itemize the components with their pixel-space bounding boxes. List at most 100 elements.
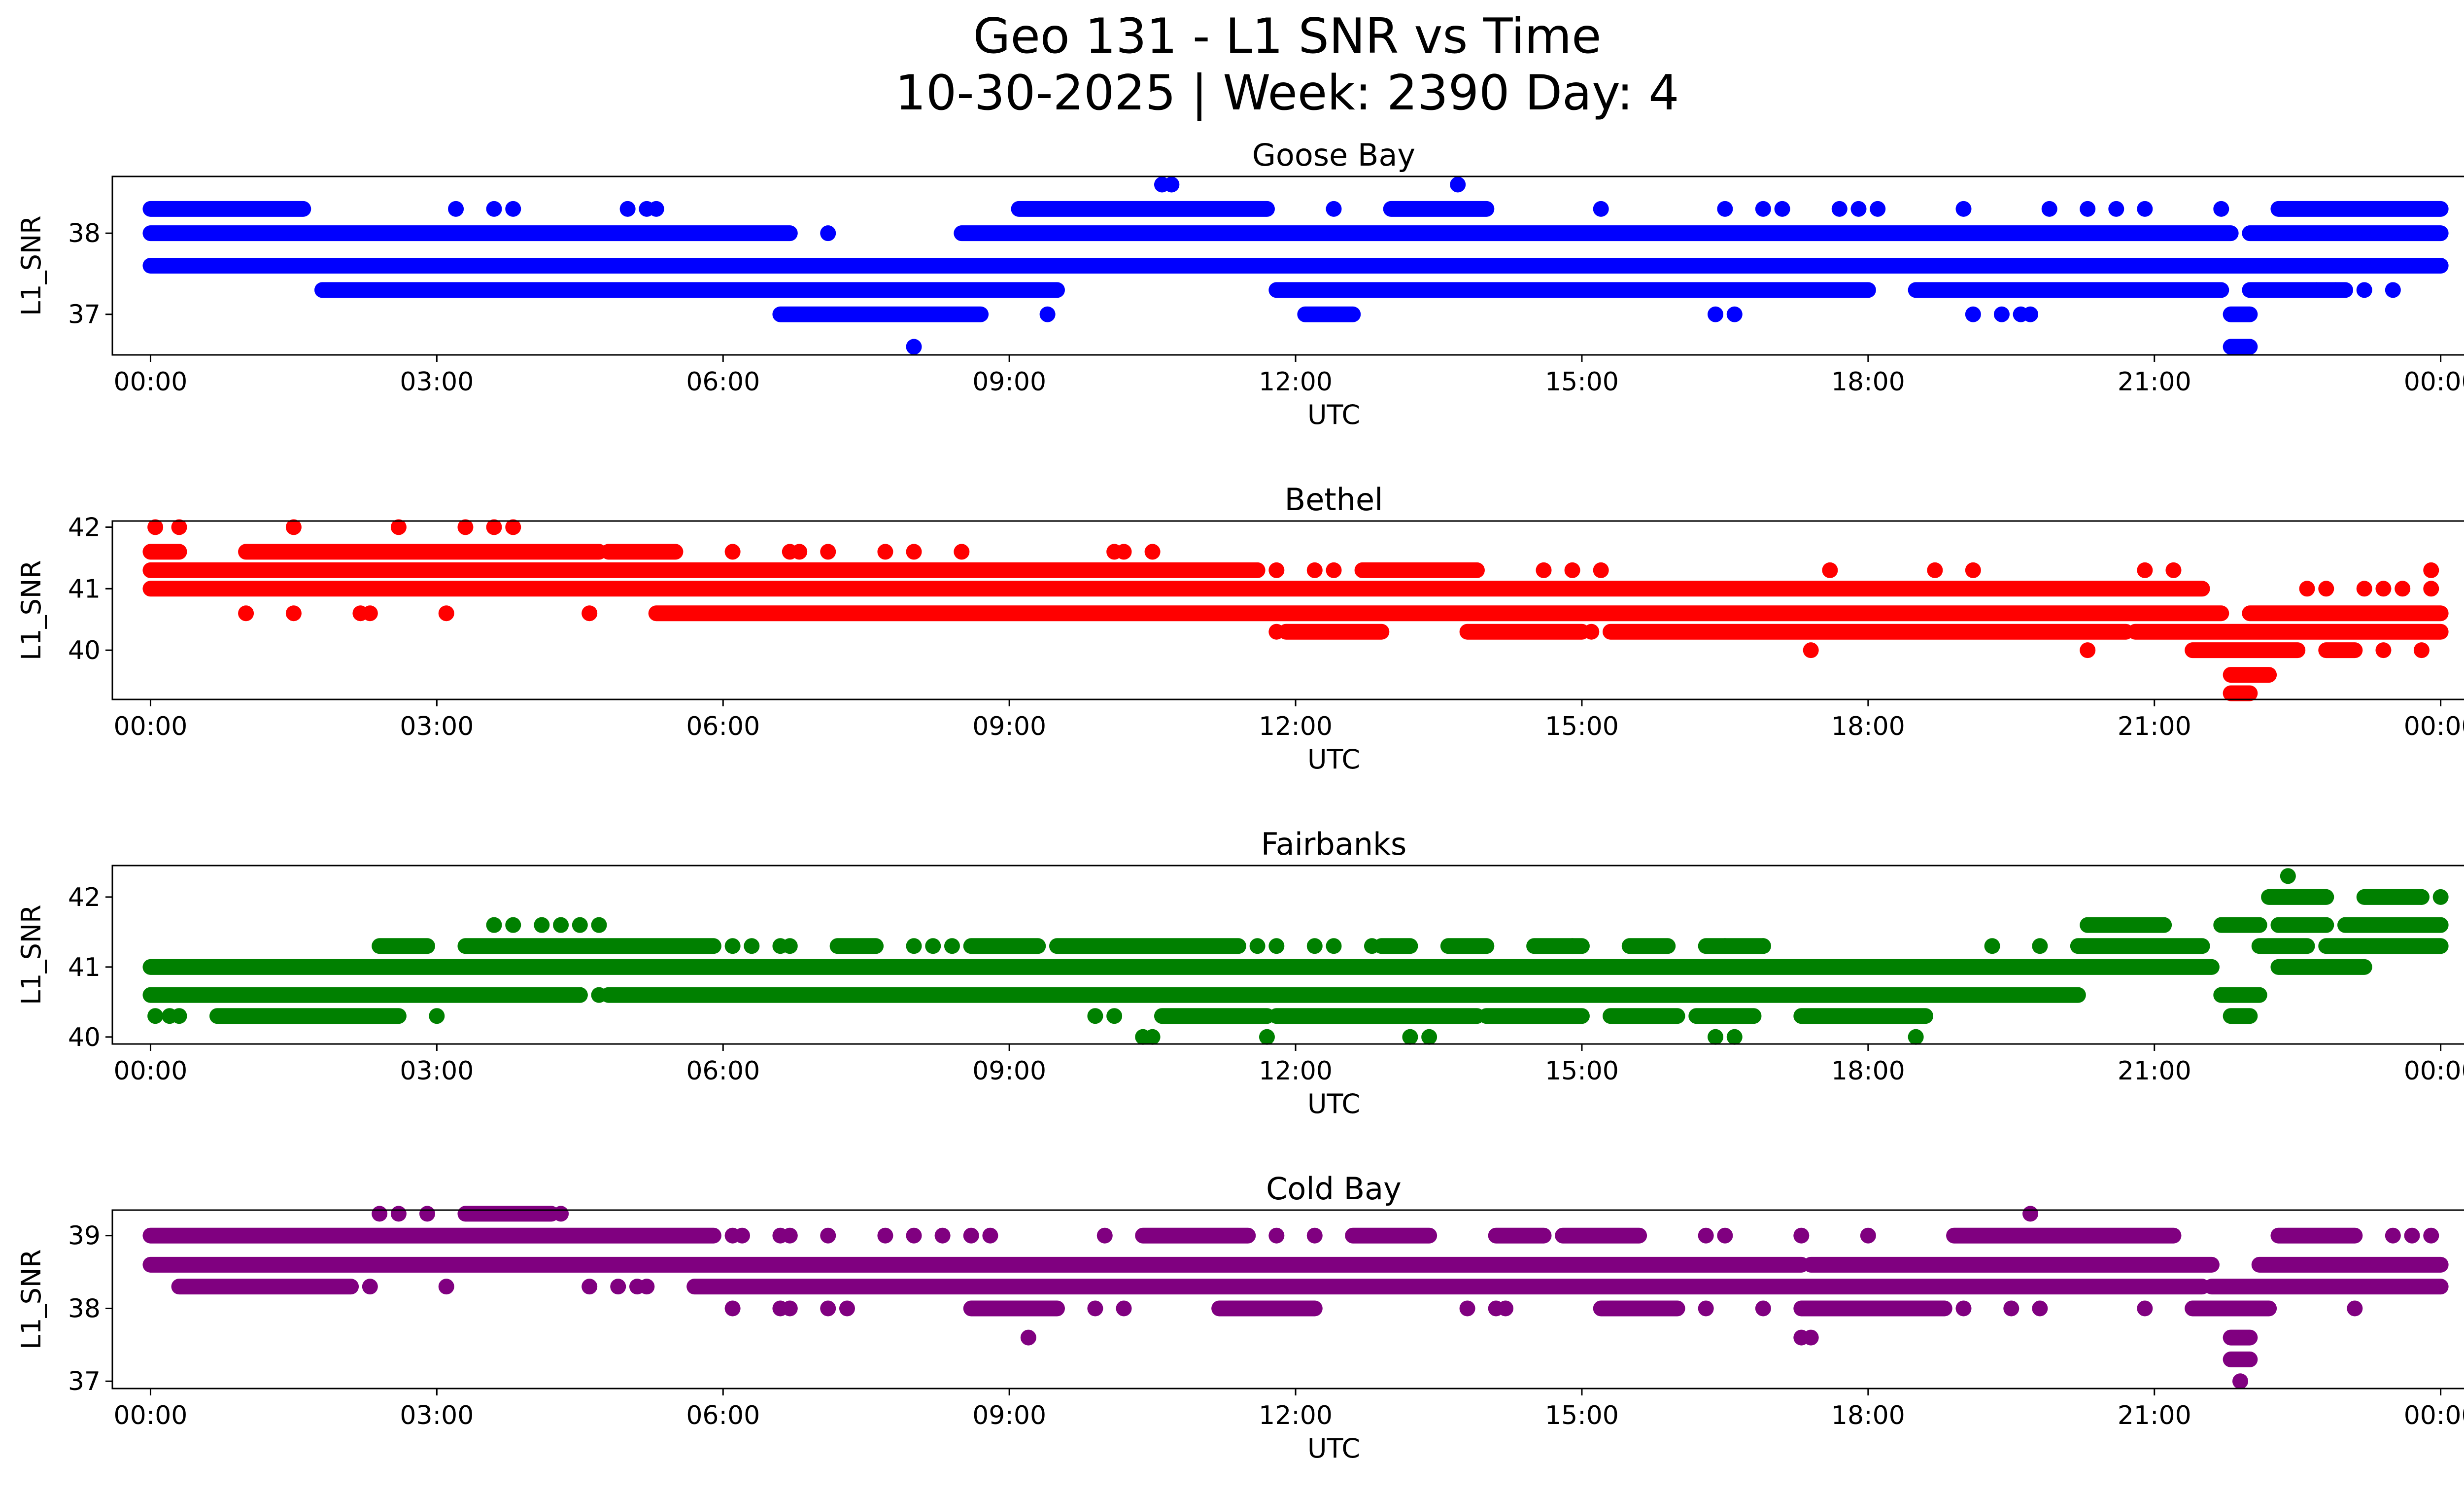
snr-band-3-11 bbox=[2251, 938, 2315, 954]
snr-point-15 bbox=[1116, 544, 1132, 560]
snr-band-2-0 bbox=[142, 1227, 721, 1244]
snr-point-4 bbox=[1087, 1008, 1103, 1024]
snr-point-5 bbox=[1020, 1329, 1036, 1346]
snr-point-2 bbox=[285, 519, 302, 535]
snr-point-3 bbox=[553, 1206, 569, 1222]
snr-band-4-0 bbox=[1278, 624, 1390, 640]
snr-point-19 bbox=[591, 917, 607, 933]
x-tick-label-1: 03:00 bbox=[400, 712, 474, 741]
plot-frame bbox=[111, 175, 2464, 356]
snr-point-3 bbox=[390, 519, 407, 535]
snr-point-16 bbox=[734, 1227, 750, 1244]
snr-band-2-6 bbox=[1793, 1008, 1934, 1024]
snr-band-3-0 bbox=[372, 938, 435, 954]
snr-point-23 bbox=[1268, 562, 1285, 578]
x-tick-label-3: 09:00 bbox=[972, 1056, 1046, 1086]
snr-point-18 bbox=[782, 1227, 798, 1244]
snr-band-1-0 bbox=[142, 562, 1266, 578]
snr-band-0-0 bbox=[142, 581, 2210, 597]
snr-point-1 bbox=[390, 1206, 407, 1222]
snr-point-32 bbox=[2308, 282, 2325, 298]
snr-band-1-0 bbox=[142, 225, 798, 242]
snr-point-33 bbox=[1717, 938, 1733, 954]
snr-point-16 bbox=[1831, 201, 1848, 217]
snr-band-6-0 bbox=[2223, 1351, 2258, 1367]
snr-point-31 bbox=[1860, 1227, 1876, 1244]
y-tick-label-0: 37 bbox=[68, 300, 101, 330]
snr-band-3-0 bbox=[314, 282, 1065, 298]
snr-point-20 bbox=[2041, 201, 2057, 217]
snr-point-33 bbox=[2404, 1227, 2420, 1244]
snr-band-3-7 bbox=[1526, 938, 1590, 954]
snr-point-37 bbox=[2280, 868, 2296, 884]
snr-point-19 bbox=[820, 1227, 836, 1244]
snr-point-39 bbox=[2432, 889, 2449, 905]
y-tick-label-1: 38 bbox=[68, 219, 101, 248]
snr-band-1-1 bbox=[1354, 562, 1485, 578]
snr-point-32 bbox=[2385, 1227, 2401, 1244]
snr-band-4-1 bbox=[1459, 624, 1590, 640]
snr-point-7 bbox=[619, 201, 636, 217]
plot-frame bbox=[111, 520, 2464, 700]
snr-point-22 bbox=[2108, 201, 2124, 217]
y-axis-label: L1_SNR bbox=[16, 215, 47, 316]
snr-point-25 bbox=[1039, 306, 1056, 322]
subplot-title: Goose Bay bbox=[1252, 137, 1415, 173]
snr-point-11 bbox=[877, 544, 893, 560]
x-tick-label-2: 06:00 bbox=[686, 1056, 760, 1086]
snr-point-47 bbox=[1955, 1300, 1972, 1317]
snr-band-2-2 bbox=[1383, 201, 1495, 217]
snr-point-31 bbox=[2022, 306, 2039, 322]
snr-band-4-0 bbox=[772, 306, 989, 322]
x-tick-label-4: 12:00 bbox=[1259, 712, 1333, 741]
y-axis-label: L1_SNR bbox=[16, 560, 47, 661]
snr-point-22 bbox=[582, 605, 598, 622]
snr-point-42 bbox=[1459, 1300, 1475, 1317]
snr-band-3-0 bbox=[963, 1300, 1065, 1317]
x-tick-label-5: 15:00 bbox=[1545, 1056, 1619, 1086]
snr-point-33 bbox=[2327, 282, 2344, 298]
snr-point-15 bbox=[505, 917, 521, 933]
snr-point-0 bbox=[147, 1008, 164, 1024]
x-tick-label-0: 00:00 bbox=[114, 367, 188, 397]
snr-point-2 bbox=[171, 1008, 187, 1024]
snr-band-3-2 bbox=[829, 938, 884, 954]
snr-band-1-1 bbox=[600, 987, 2086, 1003]
snr-point-14 bbox=[639, 1279, 655, 1295]
snr-point-18 bbox=[1870, 201, 1886, 217]
snr-band-3-2 bbox=[1908, 282, 2229, 298]
snr-point-7 bbox=[724, 544, 741, 560]
snr-point-20 bbox=[724, 938, 741, 954]
snr-band-2-4 bbox=[1555, 1227, 1647, 1244]
snr-point-36 bbox=[2032, 938, 2048, 954]
y-tick-label-2: 39 bbox=[68, 1221, 101, 1251]
snr-point-11 bbox=[1708, 1029, 1724, 1045]
x-tick-label-4: 12:00 bbox=[1259, 1401, 1333, 1430]
snr-point-13 bbox=[1717, 201, 1733, 217]
snr-band-2-4 bbox=[1603, 1008, 1685, 1024]
y-tick-label-1: 41 bbox=[68, 574, 101, 604]
snr-band-3-4 bbox=[2185, 1300, 2277, 1317]
snr-point-9 bbox=[1402, 1029, 1418, 1045]
snr-band-2-3 bbox=[2270, 201, 2449, 217]
snr-band-5-0 bbox=[2185, 642, 2306, 659]
snr-point-21 bbox=[438, 605, 454, 622]
snr-point-5 bbox=[1106, 1008, 1123, 1024]
subplot-title: Fairbanks bbox=[1261, 826, 1407, 862]
subplot-1: Bethel 00:00 03:00 06:00 09:00 12:00 15:00 18:0… bbox=[16, 482, 2464, 775]
snr-point-35 bbox=[724, 1300, 741, 1317]
snr-band-4-3 bbox=[2337, 917, 2449, 933]
x-tick-label-8: 00:00 bbox=[2404, 367, 2464, 397]
snr-point-12 bbox=[610, 1279, 626, 1295]
snr-point-39 bbox=[839, 1300, 855, 1317]
x-tick-label-1: 03:00 bbox=[400, 1401, 474, 1430]
snr-band-3-4 bbox=[1049, 938, 1246, 954]
snr-point-14 bbox=[1755, 201, 1771, 217]
snr-band-3-1 bbox=[1268, 282, 1876, 298]
snr-band-2-1 bbox=[1135, 1227, 1256, 1244]
snr-point-20 bbox=[877, 1227, 893, 1244]
snr-point-50 bbox=[2137, 1300, 2153, 1317]
subplot-title: Cold Bay bbox=[1266, 1171, 1402, 1207]
